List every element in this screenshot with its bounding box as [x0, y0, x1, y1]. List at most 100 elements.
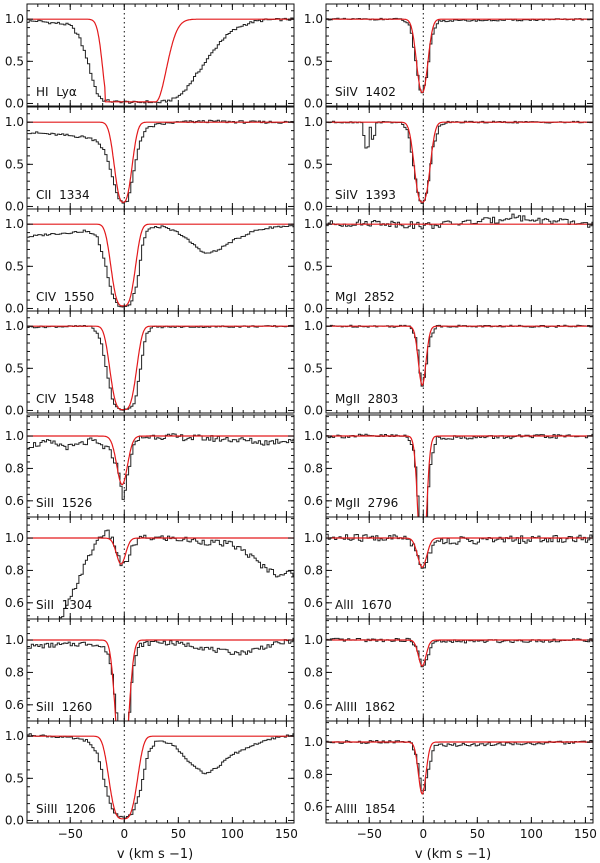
- data-spectrum: [326, 533, 593, 569]
- ion-label: SiII 1260: [36, 700, 92, 714]
- x-tick-label: 100: [520, 827, 543, 841]
- y-tick-label: 0.0: [304, 96, 323, 110]
- panel-siiv-1393: 0.0 0.5 1.0 SiIV 1393: [304, 106, 594, 213]
- panel-civ-1550: 0.0 0.5 1.0 CIV 1550: [5, 208, 295, 315]
- x-tick-label: 50: [470, 827, 485, 841]
- ion-label: SiIV 1393: [335, 188, 396, 202]
- panel-siii-1304: 0.6 0.8 1.0 SiII 1304: [5, 516, 295, 620]
- y-tick-label: 0.8: [304, 665, 323, 679]
- fit-curve: [27, 639, 294, 721]
- data-spectrum: [326, 637, 593, 668]
- fit-curve: [326, 537, 593, 568]
- panel-mgii-2803: 0.0 0.5 1.0 MgII 2803: [304, 310, 594, 417]
- ion-label: CIV 1550: [36, 290, 94, 304]
- y-tick-label: 1.0: [304, 735, 323, 749]
- panel-cii-1334: 0.0 0.5 1.0 CII 1334: [5, 106, 295, 213]
- y-tick-label: 0.5: [304, 259, 323, 273]
- fit-curve: [27, 223, 294, 307]
- panel-frame: [325, 310, 594, 414]
- y-tick-label: 1.0: [304, 531, 323, 545]
- panel-aliii-1854: 0.6 0.8 1.0 AlIII 1854 −50 0 50 100 150: [304, 720, 597, 841]
- y-tick-label: 0.0: [304, 403, 323, 417]
- y-tick-label: 1.0: [304, 319, 323, 333]
- fit-curve: [27, 435, 294, 486]
- x-tick-label: −50: [357, 827, 382, 841]
- ion-label: MgII 2803: [335, 392, 398, 406]
- y-tick-label: 1.0: [5, 12, 24, 26]
- data-spectrum: [27, 433, 294, 500]
- ion-label: CIV 1548: [36, 392, 94, 406]
- y-tick-label: 0.6: [304, 698, 323, 712]
- x-tick-label: 0: [120, 827, 128, 841]
- data-spectrum: [27, 225, 294, 308]
- y-tick-label: 0.5: [304, 361, 323, 375]
- ion-label: SiIII 1206: [36, 802, 96, 816]
- panel-siiii-1206: 0.0 0.5 1.0 SiIII 1206 −50 0 50 100 150: [5, 720, 298, 841]
- y-tick-label: 0.5: [5, 54, 24, 68]
- fit-curve: [27, 18, 294, 103]
- y-tick-label: 0.5: [5, 361, 24, 375]
- y-tick-label: 0.5: [5, 771, 24, 785]
- panel-frame: [26, 720, 295, 824]
- y-tick-label: 0.5: [304, 157, 323, 171]
- y-tick-label: 0.8: [304, 563, 323, 577]
- ion-label: HI Lyα: [36, 85, 77, 99]
- fit-curve: [326, 639, 593, 667]
- panel-frame: [325, 720, 594, 824]
- fit-curve: [326, 435, 593, 517]
- panel-civ-1548: 0.0 0.5 1.0 CIV 1548: [5, 310, 295, 417]
- y-tick-label: 0.8: [5, 563, 24, 577]
- y-tick-label: 0.6: [304, 596, 323, 610]
- y-tick-label: 1.0: [5, 319, 24, 333]
- y-tick-label: 0.8: [5, 461, 24, 475]
- fit-curve: [27, 735, 294, 820]
- y-tick-label: 0.6: [5, 494, 24, 508]
- data-spectrum: [27, 17, 294, 104]
- y-tick-label: 1.0: [5, 531, 24, 545]
- fit-curve: [326, 325, 593, 387]
- panel-alii-1670: 0.6 0.8 1.0 AlII 1670: [304, 516, 594, 620]
- panel-siii-1526: 0.6 0.8 1.0 SiII 1526: [5, 414, 295, 518]
- ion-label: MgI 2852: [335, 290, 395, 304]
- data-spectrum: [27, 529, 294, 619]
- y-tick-label: 1.0: [304, 115, 323, 129]
- data-spectrum: [27, 733, 294, 819]
- ion-label: SiII 1304: [36, 598, 92, 612]
- data-spectrum: [326, 213, 593, 230]
- fit-curve: [27, 537, 294, 565]
- ion-label: MgII 2796: [335, 496, 398, 510]
- x-axis-label-right: v (km s −1): [415, 847, 491, 862]
- y-tick-label: 1.0: [5, 115, 24, 129]
- y-tick-label: 0.0: [5, 301, 24, 315]
- y-tick-label: 0.0: [304, 301, 323, 315]
- panel-mgi-2852: 0.0 0.5 1.0 MgI 2852: [304, 208, 594, 315]
- fit-curve: [27, 121, 294, 203]
- y-tick-label: 1.0: [304, 429, 323, 443]
- fit-curve: [326, 121, 593, 203]
- ion-label: AlII 1670: [335, 598, 392, 612]
- y-tick-label: 0.8: [5, 665, 24, 679]
- y-tick-label: 1.0: [5, 429, 24, 443]
- panel-frame: [26, 310, 295, 414]
- y-tick-label: 1.0: [5, 217, 24, 231]
- y-tick-label: 0.0: [5, 813, 24, 827]
- panel-frame: [26, 3, 295, 107]
- data-spectrum: [27, 637, 294, 721]
- x-tick-label: −50: [58, 827, 83, 841]
- y-tick-label: 0.5: [5, 259, 24, 273]
- fit-curve: [326, 741, 593, 795]
- x-tick-label: 100: [221, 827, 244, 841]
- panel-mgii-2796: 0.6 0.8 1.0 MgII 2796: [304, 414, 594, 518]
- y-tick-label: 0.5: [304, 54, 323, 68]
- x-tick-label: 50: [171, 827, 186, 841]
- ion-label: CII 1334: [36, 188, 90, 202]
- x-tick-label: 150: [275, 827, 298, 841]
- y-tick-label: 1.0: [304, 633, 323, 647]
- ion-label: SiII 1526: [36, 496, 92, 510]
- y-tick-label: 1.0: [5, 633, 24, 647]
- panel-aliii-1862: 0.6 0.8 1.0 AlIII 1862: [304, 618, 594, 722]
- y-tick-label: 0.0: [5, 403, 24, 417]
- y-tick-label: 0.6: [304, 494, 323, 508]
- x-axis-label-left: v (km s −1): [117, 847, 193, 862]
